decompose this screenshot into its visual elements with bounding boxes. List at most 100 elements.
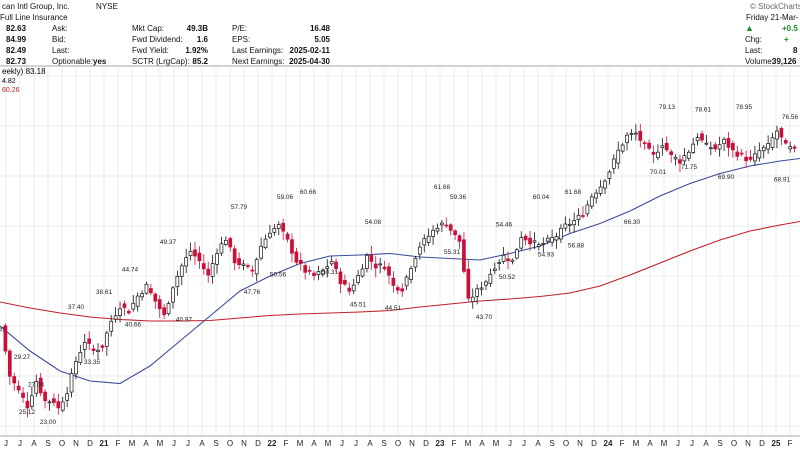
candle-body: [96, 349, 100, 352]
candle: [69, 368, 74, 398]
candle: [365, 253, 369, 273]
next-earnings-label: Next Earnings:: [232, 57, 285, 66]
candle: [303, 262, 308, 280]
candle: [334, 258, 338, 273]
candle-body: [351, 284, 356, 292]
candle: [250, 265, 255, 277]
x-tick-label: F: [284, 439, 289, 448]
price-annotation: 61.68: [565, 189, 582, 196]
x-tick-label: O: [227, 439, 233, 448]
eps-value: 5.05: [314, 35, 330, 44]
candle: [360, 263, 365, 278]
price-annotation: 70.01: [650, 169, 667, 176]
candle: [656, 144, 660, 161]
candle: [263, 234, 268, 250]
candle-body: [316, 271, 321, 275]
sctr-label: SCTR (LrgCap):: [132, 57, 190, 66]
x-tick-label: M: [633, 439, 640, 448]
last-label: Last:: [52, 46, 70, 55]
candle: [457, 234, 462, 250]
candle-body: [753, 153, 757, 162]
sma200-line: [0, 220, 800, 322]
candle: [753, 145, 757, 166]
candle-body: [757, 150, 762, 159]
price-annotation: 50.31: [322, 269, 339, 276]
candlestick-series: [3, 123, 797, 418]
candle: [413, 256, 418, 272]
eps-label: EPS:: [232, 35, 251, 44]
candle: [232, 245, 237, 271]
x-tick-label: S: [381, 439, 386, 448]
x-tick-label: O: [395, 439, 401, 448]
candle-body: [603, 180, 607, 189]
x-tick-label: S: [549, 439, 554, 448]
candle: [537, 242, 541, 251]
price-annotation: 44.74: [122, 267, 139, 274]
candle-body: [294, 251, 299, 263]
dividend-value: 1.6: [196, 35, 208, 44]
candle-body: [792, 146, 797, 149]
candle-body: [109, 320, 114, 332]
candle-body: [197, 252, 202, 262]
candle-body: [254, 259, 259, 275]
candle: [175, 270, 180, 296]
x-tick-label: 23: [436, 439, 445, 448]
candle: [466, 260, 471, 302]
x-tick-label: M: [157, 439, 164, 448]
price-annotation: 44.51: [385, 305, 402, 312]
candle: [268, 224, 272, 239]
candle-body: [735, 151, 740, 157]
candle: [642, 140, 647, 150]
candle: [206, 261, 211, 283]
candle-body: [21, 392, 25, 398]
price-annotation: 68.91: [774, 177, 791, 184]
candle-body: [766, 143, 770, 150]
candle: [325, 259, 330, 278]
candle: [497, 259, 502, 271]
candle: [153, 292, 158, 309]
candle-body: [184, 257, 189, 267]
candle-body: [594, 192, 599, 199]
candle-body: [545, 237, 550, 242]
sma200-path: [0, 220, 800, 322]
candle: [12, 372, 17, 391]
x-tick-label: J: [4, 439, 8, 448]
candle: [739, 149, 744, 157]
x-tick-label: O: [59, 439, 65, 448]
candle-body: [616, 149, 621, 164]
watermark: © StockCharts: [750, 2, 800, 11]
candle-body: [74, 361, 78, 375]
candle: [581, 206, 585, 219]
candle: [338, 267, 343, 294]
candle-body: [673, 157, 678, 160]
candle-body: [638, 130, 643, 141]
x-tick-label: D: [87, 439, 93, 448]
price-annotation: 59.36: [450, 194, 467, 201]
price-annotation: 49.37: [160, 239, 177, 246]
candle-body: [3, 325, 8, 352]
candle: [607, 169, 612, 185]
price-annotation: 37.40: [68, 304, 85, 311]
candle: [193, 241, 197, 265]
candle: [259, 237, 263, 261]
close-value: 82.73: [6, 57, 27, 66]
candle: [96, 343, 100, 360]
candle-body: [404, 276, 409, 287]
candle-body: [462, 239, 466, 272]
candle-body: [118, 308, 122, 316]
candle: [638, 123, 643, 148]
x-tick-label: O: [731, 439, 737, 448]
price-annotation: 50.56: [270, 272, 287, 279]
candle-body: [325, 266, 330, 269]
price-annotation: 29.27: [14, 354, 31, 361]
candle-body: [726, 138, 731, 148]
candle: [316, 265, 321, 281]
candle-body: [519, 237, 524, 249]
candle: [246, 263, 250, 269]
candle: [594, 189, 599, 204]
x-tick-label: D: [759, 439, 765, 448]
indicator-label: eekly) 83.18: [2, 67, 46, 76]
candle: [431, 225, 435, 245]
sma50-legend: 4.82: [2, 78, 16, 85]
candle: [484, 279, 488, 291]
